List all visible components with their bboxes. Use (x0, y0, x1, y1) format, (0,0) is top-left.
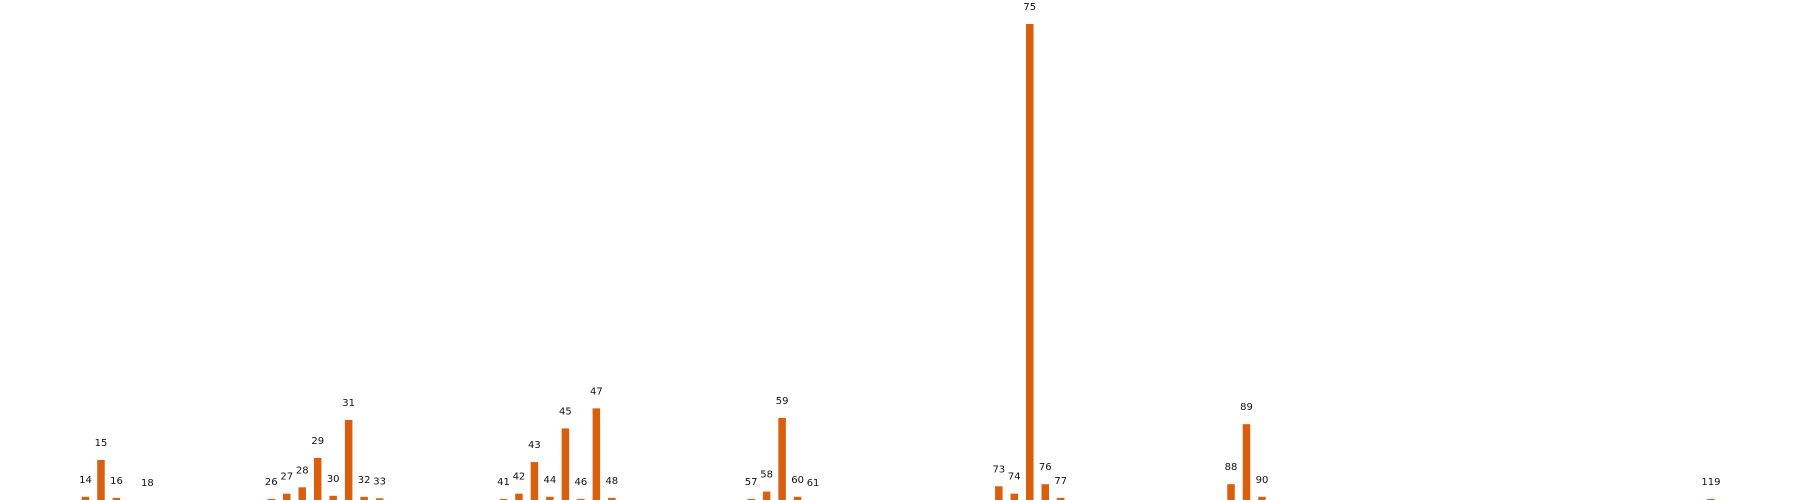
bar-label-90: 90 (1256, 475, 1269, 486)
bar-74 (1010, 493, 1019, 500)
bar-14 (81, 496, 90, 500)
bar-label-32: 32 (358, 475, 371, 486)
bar-31 (344, 419, 353, 500)
bar-45 (561, 428, 570, 500)
bar-75 (1026, 24, 1034, 500)
bar-28 (298, 487, 306, 500)
bar-label-42: 42 (513, 472, 526, 483)
bar-43 (530, 462, 539, 500)
bar-label-76: 76 (1039, 462, 1052, 473)
bar-73 (995, 486, 1003, 500)
bar-44 (546, 496, 554, 500)
bar-42 (515, 493, 523, 500)
bar-label-15: 15 (95, 438, 108, 449)
bar-label-88: 88 (1225, 462, 1238, 473)
bar-label-18: 18 (141, 478, 154, 489)
bar-label-59: 59 (776, 396, 789, 407)
bar-label-27: 27 (280, 472, 293, 483)
bar-26 (267, 498, 276, 500)
bar-32 (360, 496, 368, 500)
bar-41 (499, 498, 508, 500)
bar-label-77: 77 (1054, 476, 1067, 487)
bar-59 (778, 417, 786, 500)
bar-27 (282, 493, 291, 500)
bar-label-61: 61 (807, 478, 820, 489)
bar-89 (1242, 424, 1251, 500)
bar-label-33: 33 (373, 476, 386, 487)
bar-88 (1227, 484, 1235, 500)
bar-90 (1258, 496, 1266, 500)
bar-48 (608, 497, 616, 500)
bar-label-45: 45 (559, 406, 572, 417)
bar-15 (97, 459, 105, 500)
bar-label-47: 47 (590, 386, 603, 397)
bar-label-74: 74 (1008, 472, 1021, 483)
bar-label-73: 73 (992, 464, 1005, 475)
bar-label-30: 30 (327, 474, 340, 485)
bar-label-89: 89 (1240, 402, 1253, 413)
bar-30 (329, 495, 337, 500)
bar-76 (1041, 484, 1050, 500)
bar-label-119: 119 (1701, 477, 1720, 488)
bar-label-58: 58 (760, 470, 773, 481)
bar-33 (375, 498, 384, 500)
bar-58 (762, 491, 771, 500)
bar-group (81, 24, 1715, 500)
bar-label-44: 44 (544, 475, 557, 486)
bar-77 (1056, 497, 1065, 500)
bar-label-41: 41 (497, 477, 510, 488)
bar-label-28: 28 (296, 465, 309, 476)
bar-label-31: 31 (342, 398, 355, 409)
bar-label-26: 26 (265, 477, 278, 488)
bar-16 (112, 497, 121, 500)
bar-57 (747, 498, 755, 500)
bar-60 (793, 496, 802, 500)
bar-29 (313, 457, 322, 500)
bar-label-57: 57 (745, 477, 758, 488)
bar-label-46: 46 (574, 477, 587, 488)
bar-label-60: 60 (791, 475, 804, 486)
bar-label-16: 16 (110, 476, 123, 487)
bar-47 (592, 408, 601, 500)
bar-label-29: 29 (311, 436, 324, 447)
bar-label-48: 48 (605, 476, 618, 487)
bar-label-43: 43 (528, 440, 541, 451)
bar-46 (577, 498, 585, 500)
bar-label-14: 14 (79, 475, 92, 486)
bar-label-75: 75 (1023, 2, 1036, 13)
bar-119 (1707, 498, 1715, 500)
